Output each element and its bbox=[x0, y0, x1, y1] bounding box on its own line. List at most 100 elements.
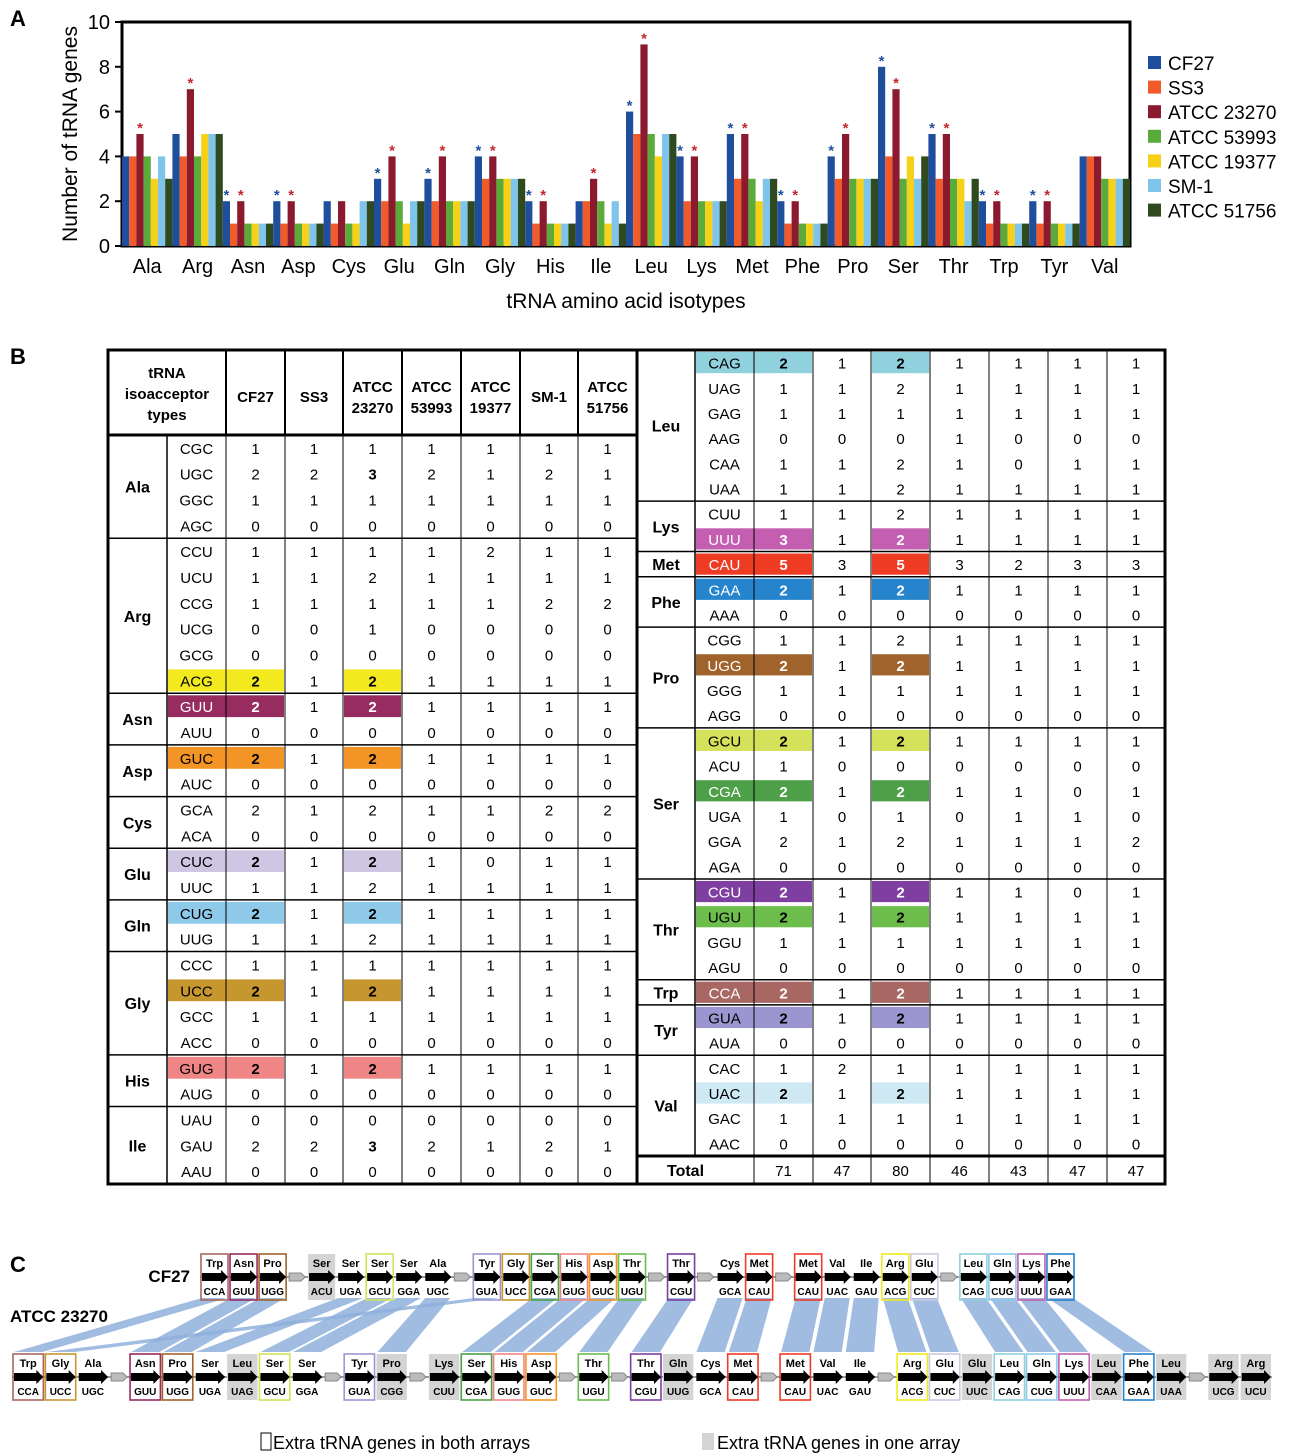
count-cell: 2 bbox=[251, 699, 259, 716]
count-cell: 0 bbox=[1073, 1036, 1081, 1053]
anticodon-cell: AUG bbox=[180, 1087, 213, 1104]
count-cell: 0 bbox=[368, 1087, 376, 1104]
significance-asterisk: * bbox=[828, 142, 834, 159]
bar-pro-6 bbox=[870, 178, 878, 246]
highlight-cell bbox=[344, 695, 401, 718]
count-cell: 2 bbox=[779, 356, 787, 373]
gene-anticodon-label: CAU bbox=[784, 1387, 806, 1398]
count-cell: 1 bbox=[310, 803, 318, 820]
header-isoacceptor-label: isoacceptor bbox=[125, 386, 209, 403]
count-cell: 1 bbox=[1014, 658, 1022, 675]
highlight-cell bbox=[344, 669, 401, 692]
count-cell: 5 bbox=[896, 557, 904, 574]
count-cell: 1 bbox=[310, 1009, 318, 1026]
count-cell: 1 bbox=[1014, 1086, 1022, 1103]
count-cell: 1 bbox=[896, 1061, 904, 1078]
significance-asterisk: * bbox=[994, 187, 1000, 204]
count-cell: 0 bbox=[838, 708, 846, 725]
anticodon-cell: GUG bbox=[179, 1061, 213, 1078]
count-cell: 2 bbox=[779, 658, 787, 675]
trna-gene-arrow-icon bbox=[338, 1270, 365, 1284]
count-cell: 2 bbox=[427, 467, 435, 484]
count-cell: 1 bbox=[545, 1009, 553, 1026]
gene-anticodon-label: GUU bbox=[134, 1387, 156, 1398]
count-cell: 0 bbox=[545, 648, 553, 665]
count-cell: 1 bbox=[310, 673, 318, 690]
significance-asterisk: * bbox=[375, 165, 381, 182]
bar-gln-4 bbox=[453, 201, 461, 246]
count-cell: 2 bbox=[251, 673, 259, 690]
gene-aa-label: Thr bbox=[672, 1258, 690, 1270]
count-cell: 1 bbox=[838, 935, 846, 952]
gene-aa-label: Pro bbox=[263, 1258, 282, 1270]
gene-anticodon-label: GGA bbox=[296, 1387, 319, 1398]
gene-anticodon-label: CAU bbox=[748, 1287, 770, 1298]
synteny-link bbox=[14, 1298, 228, 1352]
count-cell: 1 bbox=[251, 544, 259, 561]
count-cell: 1 bbox=[779, 406, 787, 423]
trna-gene-arrow-icon bbox=[131, 1370, 161, 1384]
count-cell: 1 bbox=[838, 456, 846, 473]
count-cell: 2 bbox=[1132, 834, 1140, 851]
count-cell: 2 bbox=[368, 673, 376, 690]
count-cell: 1 bbox=[310, 854, 318, 871]
count-cell: 1 bbox=[779, 633, 787, 650]
count-cell: 1 bbox=[838, 834, 846, 851]
count-cell: 1 bbox=[486, 932, 494, 949]
count-cell: 1 bbox=[1073, 834, 1081, 851]
count-cell: 1 bbox=[486, 751, 494, 768]
count-cell: 2 bbox=[896, 985, 904, 1002]
non-trna-gene-icon bbox=[775, 1272, 793, 1282]
bar-trp-5 bbox=[1014, 223, 1022, 246]
gene-aa-label: Gln bbox=[669, 1358, 688, 1370]
count-cell: 2 bbox=[896, 633, 904, 650]
bar-asp-6 bbox=[316, 223, 324, 246]
count-cell: 1 bbox=[603, 957, 611, 974]
amino-acid-label: Phe bbox=[651, 595, 680, 612]
count-cell: 3 bbox=[779, 532, 787, 549]
bar-his-6 bbox=[568, 223, 576, 246]
x-tick-label: Cys bbox=[332, 256, 366, 278]
gene-anticodon-label: CUC bbox=[913, 1287, 935, 1298]
bar-arg-2 bbox=[186, 89, 194, 246]
count-cell: 1 bbox=[955, 532, 963, 549]
x-tick-label: Trp bbox=[989, 256, 1018, 278]
anticodon-cell: UAU bbox=[181, 1112, 213, 1129]
count-cell: 1 bbox=[1073, 406, 1081, 423]
count-cell: 1 bbox=[427, 596, 435, 613]
count-cell: 1 bbox=[310, 570, 318, 587]
anticodon-cell: AAG bbox=[709, 431, 741, 448]
gene-aa-label: Glu bbox=[915, 1258, 933, 1270]
count-cell: 2 bbox=[368, 570, 376, 587]
bar-ser-4 bbox=[906, 156, 914, 246]
count-cell: 0 bbox=[368, 1164, 376, 1181]
non-trna-gene-icon bbox=[453, 1272, 472, 1282]
count-cell: 0 bbox=[427, 1112, 435, 1129]
count-cell: 0 bbox=[545, 518, 553, 535]
count-cell: 0 bbox=[1014, 456, 1022, 473]
count-cell: 0 bbox=[310, 622, 318, 639]
significance-asterisk: * bbox=[929, 120, 935, 137]
count-cell: 0 bbox=[368, 1035, 376, 1052]
count-cell: 2 bbox=[251, 751, 259, 768]
legend-label: ATCC 51756 bbox=[1168, 202, 1276, 223]
count-cell: 1 bbox=[1014, 532, 1022, 549]
gene-aa-label: Ser bbox=[468, 1358, 486, 1370]
count-cell: 2 bbox=[896, 582, 904, 599]
anticodon-cell: UUC bbox=[180, 880, 213, 897]
significance-asterisk: * bbox=[979, 187, 985, 204]
count-cell: 1 bbox=[896, 1111, 904, 1128]
gene-aa-label: Met bbox=[786, 1358, 805, 1370]
count-cell: 0 bbox=[603, 828, 611, 845]
anticodon-cell: UAA bbox=[709, 482, 740, 499]
gene-anticodon-label: UUG bbox=[667, 1387, 689, 1398]
gene-aa-label: Tyr bbox=[479, 1258, 496, 1270]
count-cell: 0 bbox=[1014, 1036, 1022, 1053]
legend-boxed-label: Extra tRNA genes in both arrays bbox=[273, 1433, 530, 1453]
highlight-cell bbox=[344, 746, 401, 769]
anticodon-cell: CCU bbox=[180, 544, 213, 561]
synteny-link bbox=[46, 1298, 500, 1352]
count-cell: 1 bbox=[1073, 482, 1081, 499]
count-cell: 1 bbox=[1014, 683, 1022, 700]
bar-ile-5 bbox=[611, 201, 619, 246]
